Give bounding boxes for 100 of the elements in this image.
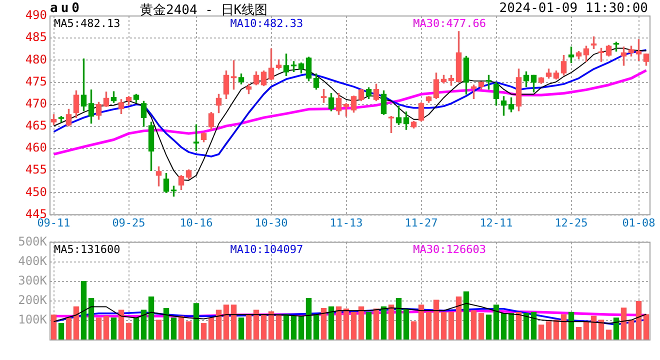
bar	[410, 321, 417, 340]
y-tick-label: 470	[25, 96, 47, 110]
bar	[486, 314, 492, 340]
bar	[50, 314, 57, 340]
text: MA10:482.33	[230, 17, 304, 30]
bar	[216, 310, 222, 340]
y-tick-label: 475	[25, 74, 47, 88]
bar	[546, 321, 552, 340]
bar	[516, 312, 522, 340]
bar	[118, 310, 124, 340]
bar	[456, 296, 462, 340]
bar	[178, 316, 184, 340]
bar	[156, 320, 162, 340]
bar	[73, 306, 80, 340]
bar	[388, 304, 394, 340]
bar	[418, 304, 424, 340]
bar	[306, 298, 312, 340]
x-tick-label: 12-25	[554, 216, 588, 230]
x-tick-label: 11-27	[404, 216, 438, 230]
bar	[283, 314, 290, 340]
y-tick-label: 480	[25, 52, 47, 66]
bar	[433, 300, 440, 340]
bar	[66, 318, 72, 340]
bar	[508, 313, 514, 340]
text: MA30:477.66	[413, 17, 486, 30]
bar	[320, 308, 327, 340]
bar	[560, 314, 567, 340]
y-tick-label: 400K	[18, 254, 48, 268]
bar	[343, 308, 350, 340]
bar	[463, 291, 470, 340]
bar	[336, 306, 342, 340]
bar	[193, 303, 200, 340]
bar	[538, 324, 544, 340]
bar	[126, 323, 132, 340]
bar	[223, 304, 230, 340]
bar	[328, 306, 334, 340]
y-tick-label: 485	[25, 30, 47, 44]
bar	[613, 318, 620, 340]
y-tick-label: 200K	[18, 293, 48, 308]
bar	[200, 323, 207, 340]
bar	[246, 314, 252, 340]
bar	[500, 313, 507, 340]
bar	[268, 311, 274, 340]
y-tick-label: 490	[25, 8, 47, 22]
bar	[606, 330, 612, 340]
bar	[598, 320, 604, 340]
bar	[373, 308, 380, 340]
y-tick-label: 500K	[18, 234, 48, 248]
y-tick-label: 460	[25, 140, 47, 155]
bar	[470, 310, 477, 340]
bar	[426, 312, 432, 340]
x-tick-label: 10-30	[254, 216, 288, 230]
y-tick-label: 450	[25, 184, 47, 199]
bar	[230, 304, 237, 340]
bar	[140, 310, 147, 340]
bar	[298, 316, 304, 340]
bar	[590, 316, 597, 340]
bar	[58, 323, 64, 340]
bar	[110, 318, 117, 340]
x-tick-label: 10-16	[180, 216, 213, 230]
bar	[186, 321, 192, 340]
bar	[636, 300, 642, 340]
bar	[523, 313, 530, 340]
bar	[80, 280, 87, 340]
bar	[576, 326, 582, 340]
bar	[643, 314, 650, 340]
bar	[103, 316, 110, 340]
bar	[628, 320, 634, 340]
bar	[170, 318, 177, 340]
x-tick-label: 01-08	[622, 216, 656, 230]
bar	[553, 320, 560, 340]
bar	[403, 308, 410, 340]
bar	[148, 296, 154, 340]
annotation: au0	[50, 1, 82, 16]
y-tick-label: 455	[25, 162, 47, 177]
bar	[493, 304, 500, 340]
bar	[358, 306, 364, 340]
x-tick-label: 09-25	[112, 216, 146, 230]
bar	[88, 298, 94, 340]
bar	[163, 308, 170, 340]
bar	[208, 318, 214, 340]
chart-title: 黄金2404 - 日K线图	[140, 2, 268, 18]
bar	[583, 321, 590, 340]
bar	[478, 313, 484, 340]
y-tick-label: 300K	[18, 273, 48, 288]
bar	[350, 312, 357, 340]
bar	[313, 314, 320, 340]
y-tick-label: 465	[25, 118, 47, 133]
bar	[620, 308, 627, 340]
y-tick-label: 100K	[18, 312, 48, 327]
text: MA5:482.13	[54, 17, 120, 30]
bar	[530, 312, 537, 340]
x-tick-label: 12-11	[480, 216, 513, 230]
chart-subtitle: 2024-01-09 11:30:00	[499, 1, 648, 16]
text: MA30:126603	[413, 243, 486, 256]
text: MA5:131600	[54, 243, 120, 256]
text: MA10:104097	[230, 243, 304, 256]
bar	[366, 312, 372, 340]
bar	[133, 318, 140, 340]
bar	[96, 318, 102, 340]
